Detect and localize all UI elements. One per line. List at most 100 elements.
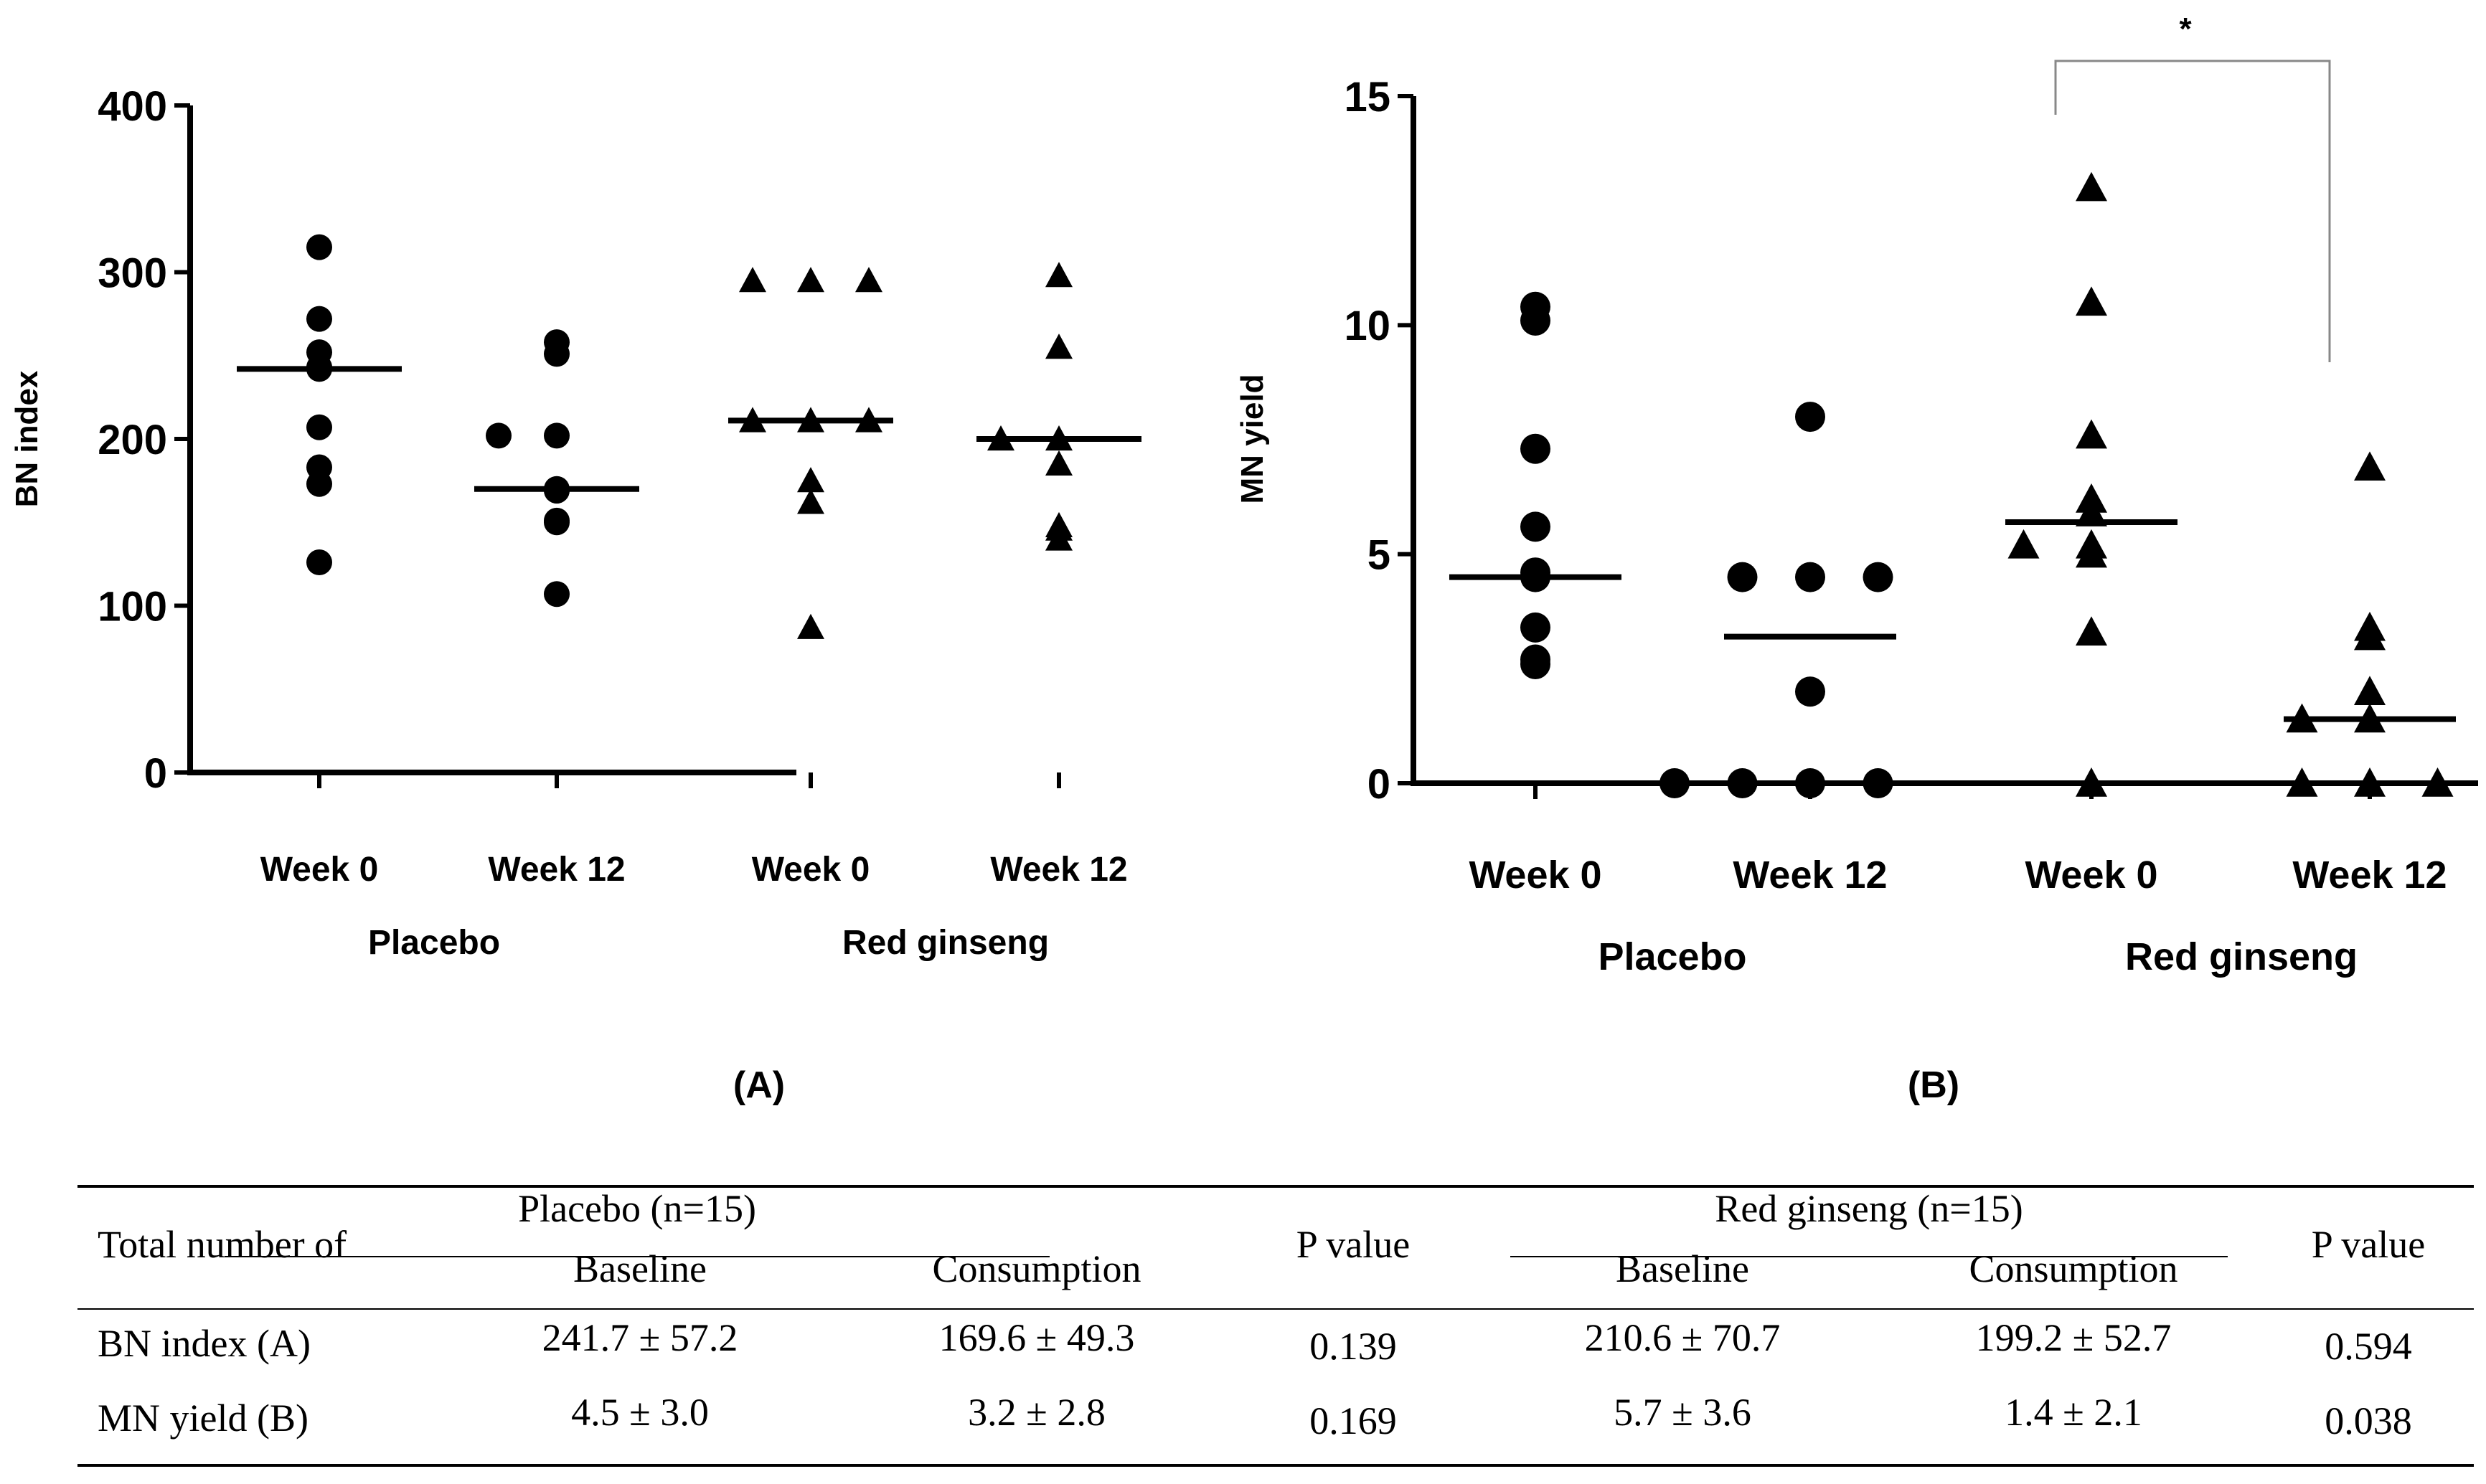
chart-a-category-label: Week 12	[488, 851, 625, 889]
chart-a-y-tick-label: 400	[98, 83, 167, 130]
chart-a-point-circle	[306, 306, 332, 332]
table-header-rule	[77, 1308, 2474, 1310]
chart-b-y-tick-label: 5	[1367, 532, 1390, 579]
chart-b-point-circle	[1520, 305, 1550, 336]
table-row-bn-label: BN index (A)	[98, 1322, 311, 1365]
chart-a-point-triangle	[1045, 511, 1073, 538]
table-row-bn-ginseng-consumption: 199.2 ± 52.7	[1975, 1316, 2172, 1359]
chart-a-point-triangle	[797, 267, 824, 293]
chart-a-group-label: Placebo	[368, 924, 500, 962]
chart-b-point-triangle	[2076, 538, 2107, 568]
summary-table: Total number of Placebo (n=15) Baseline …	[77, 1185, 2474, 1467]
table-row-mn-ginseng-p: 0.038	[2325, 1399, 2412, 1442]
chart-a-point-triangle	[1045, 334, 1073, 359]
chart-b-point-circle	[1520, 612, 1550, 643]
table-placebo-group-header: Placebo (n=15)	[518, 1187, 756, 1230]
chart-a-y-tick-label: 0	[144, 750, 167, 797]
chart-a-point-triangle	[797, 488, 824, 514]
chart-b-point-circle	[1795, 402, 1825, 433]
chart-a-point-circle	[306, 234, 332, 260]
chart-b-significance-bracket	[2054, 60, 2331, 362]
table-placebo-baseline-header: Baseline	[573, 1247, 707, 1290]
chart-b-point-circle	[1863, 562, 1893, 592]
chart-a-point-circle	[544, 509, 570, 536]
table-row-bn-ginseng-baseline: 210.6 ± 70.7	[1584, 1316, 1781, 1359]
chart-a-category-label: Week 0	[260, 851, 379, 889]
table-row-mn-placebo-baseline: 4.5 ± 3.0	[571, 1391, 709, 1434]
chart-b-point-triangle	[2076, 767, 2107, 797]
chart-a-point-triangle	[1045, 525, 1073, 551]
chart-b-point-triangle	[2076, 171, 2107, 202]
table-ginseng-group-rule	[1510, 1256, 2228, 1257]
chart-b-significance-star: *	[2179, 11, 2192, 47]
chart-a-point-triangle	[739, 267, 766, 293]
table-placebo-consumption-header: Consumption	[932, 1247, 1141, 1290]
chart-a-point-triangle	[1045, 262, 1073, 288]
table-row-mn-placebo-consumption: 3.2 ± 2.8	[968, 1391, 1106, 1434]
chart-a-y-tick-label: 300	[98, 250, 167, 296]
chart-a-point-triangle	[797, 467, 824, 493]
chart-b-point-triangle	[2076, 286, 2107, 316]
chart-a-y-tick-label: 200	[98, 417, 167, 463]
table-row-bn-placebo-baseline: 241.7 ± 57.2	[542, 1316, 738, 1359]
chart-a-y-axis-label: BN index	[9, 370, 44, 507]
table-row-bn-placebo-consumption: 169.6 ± 49.3	[938, 1316, 1135, 1359]
chart-b-category-label: Week 0	[1469, 854, 1601, 897]
chart-b-point-triangle	[2076, 497, 2107, 526]
chart-a-panel-label: (A)	[733, 1064, 785, 1106]
chart-b-point-circle	[1863, 768, 1893, 798]
chart-a-point-circle	[544, 422, 570, 449]
table-row-mn-ginseng-consumption: 1.4 ± 2.1	[2005, 1391, 2142, 1434]
table-placebo-pvalue-header: P value	[1296, 1223, 1411, 1266]
chart-b-point-triangle	[2421, 767, 2454, 797]
chart-b-point-circle	[1795, 562, 1825, 592]
chart-b-point-triangle	[2354, 676, 2386, 705]
chart-b-y-tick-label: 15	[1344, 74, 1390, 120]
chart-b-point-triangle	[2076, 616, 2107, 646]
chart-b-point-circle	[1520, 511, 1550, 542]
chart-a-point-triangle	[1045, 450, 1073, 476]
chart-b-point-circle	[1727, 768, 1758, 798]
chart-a-group-label: Red ginseng	[842, 924, 1049, 962]
chart-b-point-triangle	[2076, 419, 2107, 449]
chart-b-y-tick-label: 10	[1344, 303, 1390, 349]
chart-b-point-triangle	[2007, 529, 2040, 559]
chart-b-group-label: Placebo	[1598, 935, 1746, 978]
chart-a-point-triangle	[797, 613, 824, 639]
chart-b-category-label: Week 0	[2025, 854, 2157, 897]
chart-b-point-triangle	[2354, 620, 2386, 651]
chart-a-point-circle	[544, 581, 570, 608]
table-row-header: Total number of	[98, 1223, 347, 1266]
chart-b-category-label: Week 12	[1733, 854, 1887, 897]
chart-b-point-triangle	[2354, 451, 2386, 481]
chart-a-point-circle	[306, 414, 332, 440]
chart-b-point-circle	[1520, 433, 1550, 464]
table-ginseng-group-header: Red ginseng (n=15)	[1715, 1187, 2023, 1230]
table-row-bn-ginseng-p: 0.594	[2325, 1325, 2412, 1368]
chart-b-y-axis-label: MN yield	[1235, 374, 1270, 504]
chart-a-point-circle	[306, 471, 332, 497]
chart-a-y-tick-label: 100	[98, 583, 167, 630]
chart-a-point-circle	[306, 549, 332, 576]
chart-b-point-triangle	[2354, 767, 2386, 797]
chart-a-category-label: Week 12	[990, 851, 1127, 889]
chart-b-point-triangle	[2286, 767, 2318, 797]
chart-b-point-circle	[1795, 768, 1825, 798]
table-row-mn-label: MN yield (B)	[98, 1396, 309, 1440]
table-row-bn-placebo-p: 0.139	[1309, 1325, 1397, 1368]
chart-b-panel-label: (B)	[1908, 1064, 1959, 1106]
chart-b-point-circle	[1727, 562, 1758, 592]
chart-b-point-circle	[1659, 768, 1690, 798]
chart-b-category-label: Week 12	[2292, 854, 2447, 897]
chart-a-point-triangle	[855, 267, 882, 293]
chart-a-point-circle	[486, 422, 512, 449]
chart-a-category-label: Week 0	[752, 851, 870, 889]
table-ginseng-pvalue-header: P value	[2311, 1223, 2426, 1266]
table-ginseng-baseline-header: Baseline	[1616, 1247, 1749, 1290]
charts-figure: 0 100 200 300 400 BN index Week 0 Week 12 Week 0…	[9, 11, 2478, 1106]
chart-a-point-circle	[544, 341, 570, 367]
chart-b-point-circle	[1520, 648, 1550, 679]
chart-b-group-label: Red ginseng	[2125, 935, 2358, 978]
chart-b-point-circle	[1795, 676, 1825, 707]
table-row-mn-ginseng-baseline: 5.7 ± 3.6	[1614, 1391, 1751, 1434]
